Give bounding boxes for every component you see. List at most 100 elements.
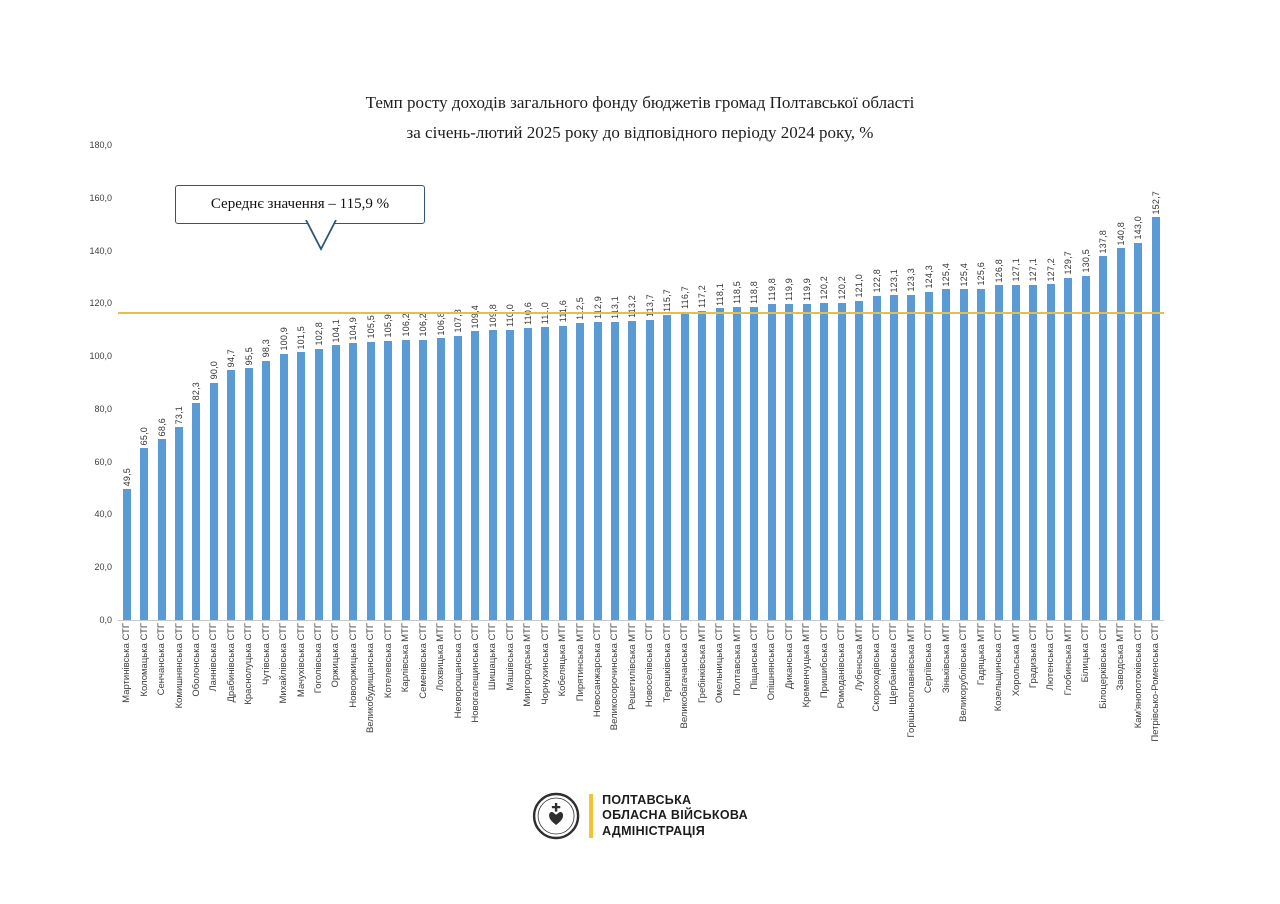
bar [454,335,463,620]
bar [488,330,497,620]
bar-slot: 140,8 [1112,145,1129,620]
category-label: Опішнянська СТГ [766,623,778,701]
category-label: Мартинівська СТГ [121,623,133,703]
bar-value-label: 98,3 [261,339,272,358]
x-label-slot: Кобеляцька МТГ [554,623,571,801]
bar [802,303,811,620]
category-label: Новооржицька СТГ [347,623,359,708]
bar-value-label: 126,8 [993,258,1004,283]
bar [855,300,864,620]
bar-value-label: 106,2 [400,313,411,337]
x-label-slot: Білицька СТГ [1077,623,1094,801]
bar-value-label: 65,0 [139,427,150,446]
bar [401,339,410,620]
category-label: Лохвицька МТГ [435,623,447,692]
category-label: Білоцерківська СТГ [1097,623,1109,709]
bar-slot: 104,1 [327,145,344,620]
bar [314,348,323,620]
x-label-slot: Миргородська МТГ [519,623,536,801]
bar-slot: 109,4 [467,145,484,620]
bar-slot: 112,5 [571,145,588,620]
category-label: Білицька СТГ [1080,623,1092,683]
bar-value-label: 127,1 [1028,258,1039,282]
bar [506,329,515,620]
plot-area: 49,5 65,0 68,6 73,1 82,3 90,0 94,7 95,5 98,3 100,… [118,145,1164,621]
chart-title: Темп росту доходів загального фонду бюдж… [0,88,1280,148]
x-label-slot: Великосорочинська СТГ [606,623,623,801]
bar-value-label: 124,3 [923,265,934,289]
x-label-slot: Новоселівська СТГ [641,623,658,801]
bar-slot: 105,5 [362,145,379,620]
bar [436,338,445,620]
bar-value-label: 125,6 [976,262,987,286]
bar-value-label: 49,5 [121,468,132,487]
bar-slot: 111,0 [537,145,554,620]
x-label-slot: Коломацька СТГ [135,623,152,801]
bar-slot: 95,5 [240,145,257,620]
bar [837,302,846,620]
category-label: Краснолуцька СТГ [243,623,255,705]
bar [419,339,428,620]
bar-slot: 117,2 [693,145,710,620]
bar [227,370,236,620]
category-label: Миргородська МТГ [522,623,534,707]
x-label-slot: Горішньоплавнівська МТГ [903,623,920,801]
bar-slot: 112,9 [589,145,606,620]
bar-value-label: 118,1 [714,282,725,306]
category-label: Скороходівська СТГ [871,623,883,712]
bar-slot: 113,2 [624,145,641,620]
bar-value-label: 118,5 [732,281,743,305]
footer-logo: ПОЛТАВСЬКА ОБЛАСНА ВІЙСЬКОВА АДМІНІСТРАЦ… [532,792,748,840]
bar [192,402,201,620]
bar-slot: 101,5 [292,145,309,620]
bar [994,285,1003,620]
bar-slot: 104,9 [345,145,362,620]
category-label: Диканська СТГ [783,623,795,690]
bar-slot: 102,8 [310,145,327,620]
bar-value-label: 125,4 [958,262,969,287]
x-label-slot: Новосанжарська СТГ [589,623,606,801]
x-label-slot: Кременчуцька МТГ [798,623,815,801]
x-label-slot: Новооржицька СТГ [345,623,362,801]
category-label: Кам'янопотоківська СТГ [1132,623,1144,729]
x-label-slot: Зіньківська МТГ [938,623,955,801]
y-tick-label: 120,0 [89,298,112,309]
bar [1081,275,1090,620]
bar-slot: 94,7 [223,145,240,620]
x-label-slot: Лохвицька МТГ [432,623,449,801]
x-label-slot: Щербанівська СТГ [885,623,902,801]
category-label: Великосорочинська СТГ [609,623,621,731]
x-label-slot: Оржицька СТГ [327,623,344,801]
x-label-slot: Чутівська СТГ [258,623,275,801]
bar [157,438,166,620]
logo-text: ПОЛТАВСЬКА ОБЛАСНА ВІЙСЬКОВА АДМІНІСТРАЦ… [602,793,748,839]
bar-value-label: 109,8 [487,303,498,328]
x-label-slot: Лютенська СТГ [1042,623,1059,801]
bar [1046,284,1055,620]
logo-text-line3: АДМІНІСТРАЦІЯ [602,823,705,838]
x-label-slot: Козельщинська СТГ [990,623,1007,801]
bar [384,340,393,620]
bar [366,341,375,620]
category-label: Кременчуцька МТГ [801,623,813,708]
bar [1064,277,1073,620]
category-label: Драбинівська СТГ [225,623,237,703]
bar-slot: 123,1 [885,145,902,620]
average-callout-label: Середнє значення – 115,9 % [210,196,390,212]
bar-slot: 113,1 [606,145,623,620]
bar-slot: 143,0 [1129,145,1146,620]
category-label: Чутівська СТГ [260,623,272,685]
bar-slot: 49,5 [118,145,135,620]
bar [209,382,218,620]
category-label: Семенівська СТГ [417,623,429,699]
bar-slot: 137,8 [1095,145,1112,620]
y-axis: 0,0 20,0 40,0 60,0 80,0 100,0 120,0 140,0 160,0 1… [60,140,112,625]
bar [558,325,567,620]
bar [331,345,340,620]
category-label: Гребінківська МТГ [696,623,708,703]
bar-value-label: 113,2 [627,295,638,319]
category-label: Козельщинська СТГ [993,623,1005,712]
category-label: Лубенська МТГ [853,623,865,691]
x-label-slot: Пришибська СТГ [816,623,833,801]
category-label: Полтавська МТГ [731,623,743,696]
